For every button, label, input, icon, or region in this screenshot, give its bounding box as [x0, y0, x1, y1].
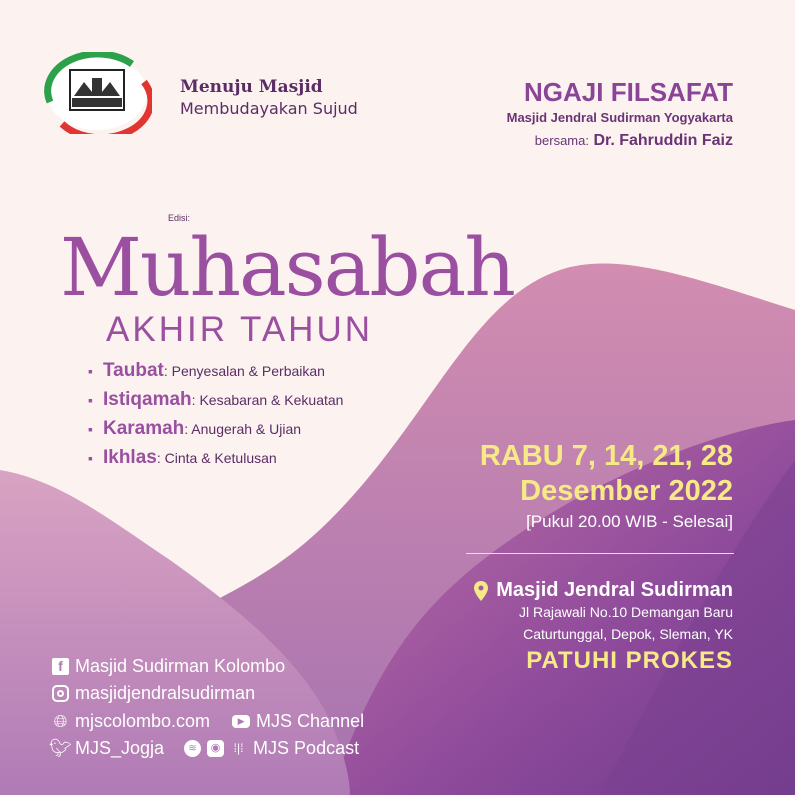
edition-label: Edisi: [168, 213, 191, 223]
twitter-link[interactable]: MJS_Jogja [75, 738, 165, 758]
topic-key: Karamah [102, 418, 185, 439]
topic-list: ▪ Taubat: Penyesalan & Perbaikan ▪ Istiqam… [88, 360, 343, 476]
tagline-secondary: Membudayakan Sujud [180, 99, 358, 118]
subtitle: AKHIR TAHUN [106, 310, 374, 349]
location-name-text: Masjid Jendral Sudirman [496, 579, 733, 601]
topic-key: Istiqamah [102, 389, 192, 410]
mosque-logo [44, 52, 152, 134]
address-line-1: Jl Rajawali No.10 Demangan Baru [519, 604, 733, 620]
google-podcasts-icon[interactable]: ⁞|⁞ [233, 741, 244, 755]
apple-podcasts-icon[interactable]: ◉ [207, 740, 225, 757]
schedule-days: RABU 7, 14, 21, 28 [479, 440, 733, 472]
event-series-title: NGAJI FILSAFAT [524, 77, 733, 107]
health-protocol-notice: PATUHI PROKES [526, 647, 733, 674]
globe-icon: 🌐︎ [53, 712, 68, 731]
topic-desc: : Cinta & Ketulusan [156, 450, 277, 466]
schedule-month: Desember 2022 [520, 475, 733, 507]
speaker-name: Dr. Fahruddin Faiz [593, 132, 733, 149]
instagram-label: masjidjendralsudirman [75, 683, 256, 703]
youtube-link[interactable]: MJS Channel [256, 711, 365, 731]
social-facebook[interactable]: f Masjid Sudirman Kolombo [52, 656, 285, 677]
facebook-icon: f [52, 658, 69, 675]
speaker-line: bersama: Dr. Fahruddin Faiz [535, 131, 733, 150]
topic-desc: : Penyesalan & Perbaikan [163, 363, 325, 379]
social-twitter-podcast: 🐦︎ MJS_Jogja ≋ ◉ ⁞|⁞ MJS Podcast [49, 738, 360, 759]
youtube-icon: ▶ [232, 715, 251, 728]
topic-item: ▪ Istiqamah: Kesabaran & Kekuatan [88, 389, 344, 410]
topic-desc: : Anugerah & Ujian [184, 421, 302, 437]
topic-item: ▪ Karamah: Anugerah & Ujian [88, 418, 302, 439]
website-link[interactable]: mjscolombo.com [75, 711, 211, 731]
topic-desc: : Kesabaran & Kekuatan [191, 392, 344, 408]
map-pin-icon [474, 580, 489, 601]
with-label: bersama: [534, 133, 589, 148]
social-web-youtube: 🌐︎ mjscolombo.com ▶ MJS Channel [52, 711, 364, 732]
social-instagram[interactable]: masjidjendralsudirman [52, 683, 255, 704]
event-venue-line: Masjid Jendral Sudirman Yogyakarta [506, 110, 733, 125]
topic-item: ▪ Ikhlas: Cinta & Ketulusan [88, 447, 277, 468]
location-name: Masjid Jendral Sudirman [474, 579, 733, 602]
facebook-label: Masjid Sudirman Kolombo [75, 656, 286, 676]
address-line-2: Caturtunggal, Depok, Sleman, YK [523, 626, 733, 642]
schedule-time: [Pukul 20.00 WIB - Selesai] [526, 512, 733, 531]
divider [466, 553, 734, 554]
topic-key: Taubat [102, 360, 164, 381]
topic-key: Ikhlas [102, 447, 157, 468]
podcast-link[interactable]: MJS Podcast [253, 738, 360, 758]
spotify-icon[interactable]: ≋ [184, 740, 202, 757]
main-title: Muhasabah [60, 221, 516, 314]
topic-item: ▪ Taubat: Penyesalan & Perbaikan [88, 360, 325, 381]
tagline-primary: Menuju Masjid [180, 77, 323, 97]
twitter-icon: 🐦︎ [49, 738, 72, 758]
instagram-icon [52, 685, 69, 702]
